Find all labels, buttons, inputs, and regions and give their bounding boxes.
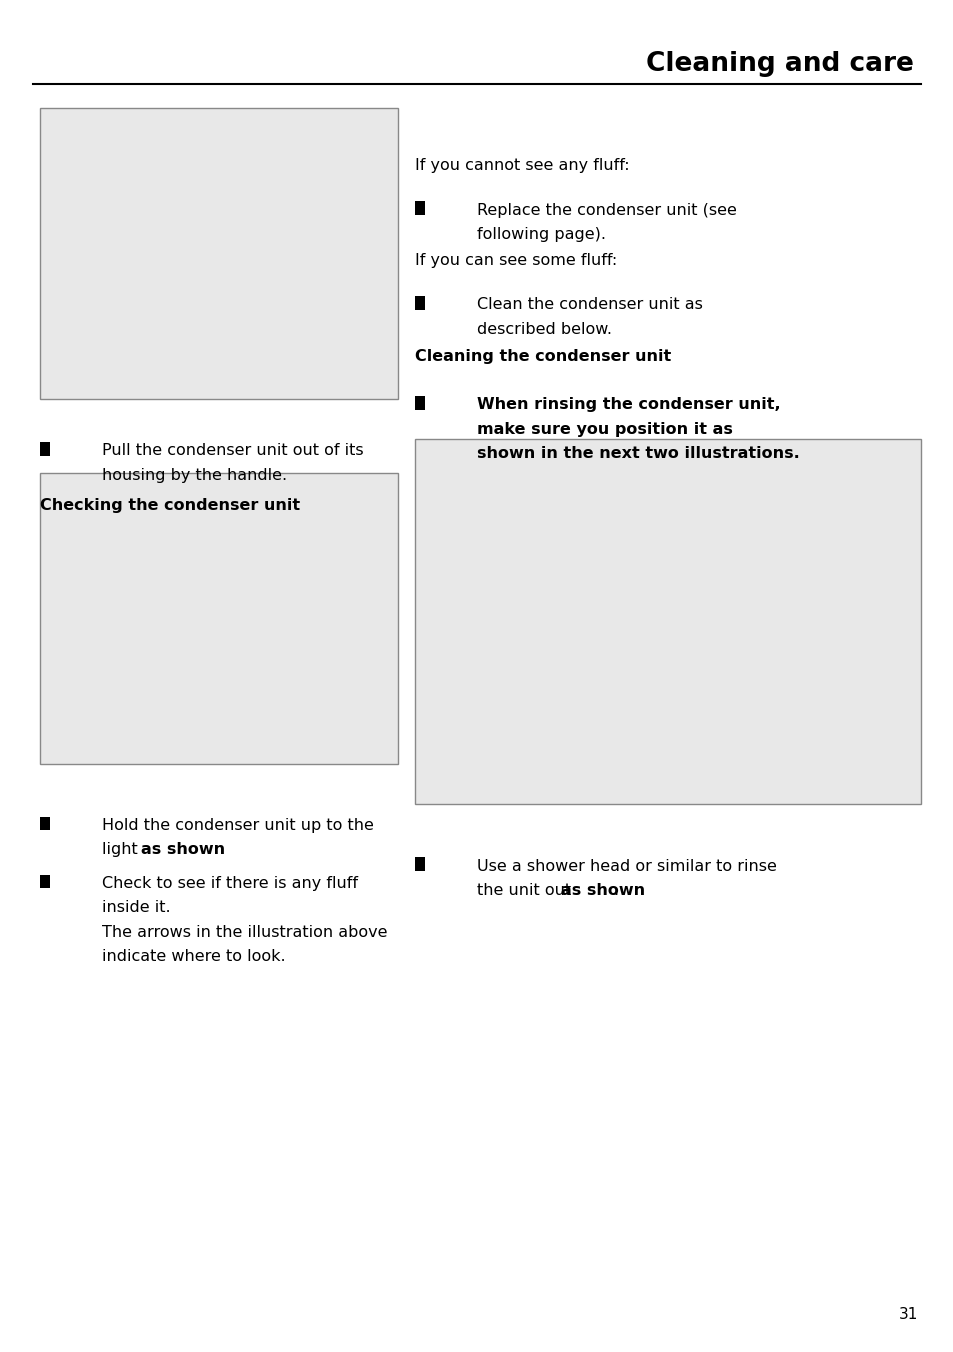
Text: If you can see some fluff:: If you can see some fluff: — [415, 253, 617, 268]
Bar — [40, 442, 50, 456]
Bar — [415, 857, 424, 871]
Text: .: . — [613, 883, 618, 898]
Text: the unit out: the unit out — [476, 883, 576, 898]
Text: 31: 31 — [898, 1307, 917, 1322]
Text: following page).: following page). — [476, 227, 605, 242]
Text: Clean the condenser unit as: Clean the condenser unit as — [476, 297, 702, 312]
FancyBboxPatch shape — [40, 473, 397, 764]
Bar — [415, 296, 424, 310]
Text: Checking the condenser unit: Checking the condenser unit — [40, 498, 300, 512]
Text: inside it.: inside it. — [102, 900, 171, 915]
Text: Pull the condenser unit out of its: Pull the condenser unit out of its — [102, 443, 363, 458]
Text: housing by the handle.: housing by the handle. — [102, 468, 287, 483]
Text: indicate where to look.: indicate where to look. — [102, 949, 285, 964]
Bar — [40, 875, 50, 888]
Text: light: light — [102, 842, 143, 857]
Text: shown in the next two illustrations.: shown in the next two illustrations. — [476, 446, 799, 461]
Bar — [415, 396, 424, 410]
Text: as shown: as shown — [560, 883, 645, 898]
Text: make sure you position it as: make sure you position it as — [476, 422, 732, 437]
Text: The arrows in the illustration above: The arrows in the illustration above — [102, 925, 387, 940]
Text: as shown: as shown — [141, 842, 225, 857]
Text: Cleaning the condenser unit: Cleaning the condenser unit — [415, 349, 671, 364]
Text: When rinsing the condenser unit,: When rinsing the condenser unit, — [476, 397, 780, 412]
Bar — [415, 201, 424, 215]
FancyBboxPatch shape — [40, 108, 397, 399]
Text: described below.: described below. — [476, 322, 612, 337]
Text: If you cannot see any fluff:: If you cannot see any fluff: — [415, 158, 629, 173]
Bar — [40, 817, 50, 830]
Text: Hold the condenser unit up to the: Hold the condenser unit up to the — [102, 818, 374, 833]
Text: Cleaning and care: Cleaning and care — [645, 51, 913, 77]
Text: Use a shower head or similar to rinse: Use a shower head or similar to rinse — [476, 859, 776, 873]
FancyBboxPatch shape — [415, 439, 920, 804]
Text: Check to see if there is any fluff: Check to see if there is any fluff — [102, 876, 357, 891]
Text: Replace the condenser unit (see: Replace the condenser unit (see — [476, 203, 736, 218]
